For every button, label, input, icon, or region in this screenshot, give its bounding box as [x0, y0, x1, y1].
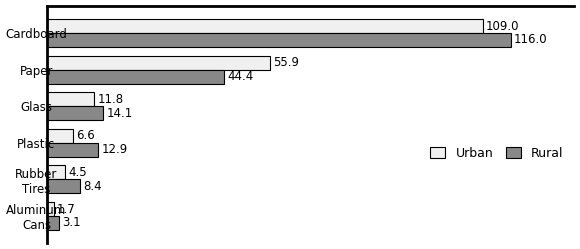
Text: 1.7: 1.7 — [57, 202, 75, 216]
Text: 44.4: 44.4 — [227, 70, 254, 83]
Bar — [47, 179, 81, 193]
Bar — [47, 202, 54, 216]
Text: 11.8: 11.8 — [97, 93, 124, 106]
Bar — [47, 129, 73, 143]
Text: 109.0: 109.0 — [485, 20, 519, 33]
Bar — [47, 166, 65, 179]
Text: 3.1: 3.1 — [63, 216, 81, 229]
Bar — [47, 56, 270, 70]
Text: 8.4: 8.4 — [84, 180, 102, 193]
Bar — [47, 19, 483, 33]
Text: 4.5: 4.5 — [68, 166, 87, 179]
Text: 14.1: 14.1 — [107, 107, 133, 120]
Bar — [47, 216, 59, 230]
Text: 12.9: 12.9 — [102, 143, 128, 156]
Bar — [47, 33, 510, 47]
Legend: Urban, Rural: Urban, Rural — [426, 141, 568, 165]
Bar — [47, 106, 103, 120]
Bar — [47, 143, 99, 157]
Bar — [47, 92, 94, 106]
Bar — [47, 70, 224, 83]
Text: 55.9: 55.9 — [274, 56, 299, 69]
Text: 6.6: 6.6 — [77, 129, 95, 142]
Text: 116.0: 116.0 — [514, 33, 548, 47]
